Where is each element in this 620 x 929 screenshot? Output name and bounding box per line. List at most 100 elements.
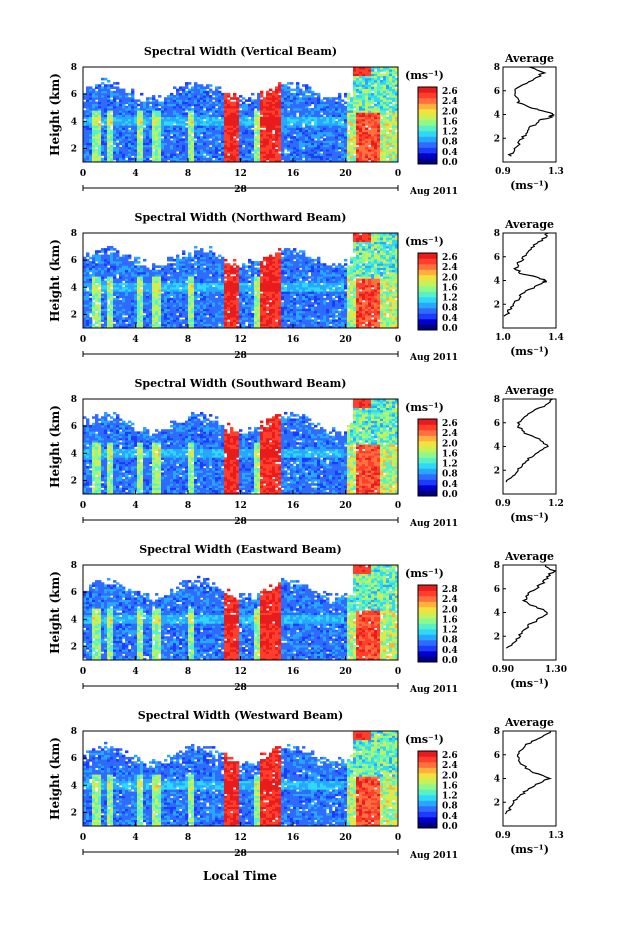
x-tick-label: 20: [339, 667, 352, 677]
colorbar-tick-label: 1.6: [442, 283, 458, 293]
colorbar-swatch: [418, 147, 437, 154]
colorbar-swatch: [418, 773, 437, 779]
x-tick-label: 4: [132, 335, 138, 345]
y-axis-label: Height (km): [48, 571, 62, 654]
colorbar-swatch: [418, 297, 437, 303]
date-label: 28: [234, 351, 247, 361]
colorbar-swatch: [418, 258, 437, 265]
x-tick-label: 0: [80, 169, 86, 179]
colorbar-swatch: [418, 601, 437, 608]
colorbar-swatch: [418, 474, 437, 480]
profile-x-tick-label: 1.0: [495, 333, 511, 343]
profile-y-tick-label: 2: [494, 798, 500, 808]
colorbar-swatch: [418, 435, 437, 442]
y-tick-label: 2: [71, 642, 77, 652]
colorbar-swatch: [418, 286, 437, 292]
x-tick-label: 8: [185, 833, 191, 843]
colorbar-swatch: [418, 457, 437, 464]
colorbar-swatch: [418, 269, 437, 276]
x-tick-label: 0: [395, 169, 401, 179]
colorbar-swatch: [418, 479, 437, 486]
colorbar-swatch: [418, 120, 437, 126]
colorbar-swatch: [418, 767, 437, 774]
colorbar-tick-label: 1.2: [442, 792, 458, 802]
average-profile: Average 2 4 6 8 0.9 1.2 (ms⁻¹): [494, 384, 564, 524]
x-tick-label: 16: [287, 501, 300, 511]
x-tick-label: 12: [234, 169, 247, 179]
profile-line: [503, 232, 549, 317]
average-profile: Average 2 4 6 8 0.9 1.3 (ms⁻¹): [494, 716, 564, 856]
colorbar-swatch: [418, 607, 437, 613]
colorbar-tick-label: 0.8: [442, 304, 458, 314]
colorbar-tick-label: 2.4: [442, 97, 458, 107]
colorbar-swatch: [418, 92, 437, 99]
panel-5: Spectral Width (Westward Beam) 2 4 6 8 Height…: [48, 709, 564, 861]
colorbar-tick-label: 2.6: [442, 751, 458, 761]
colorbar-swatch: [418, 424, 437, 431]
heatmap-cells: [83, 399, 399, 495]
panel-title: Spectral Width (Southward Beam): [134, 377, 346, 390]
colorbar-tick-label: 2.6: [442, 253, 458, 263]
colorbar-swatch: [418, 645, 437, 652]
x-tick-label: 0: [80, 667, 86, 677]
colorbar-tick-label: 0.0: [442, 324, 458, 334]
colorbar-swatch: [418, 280, 437, 287]
colorbar-swatch: [418, 114, 437, 121]
profile-x-label: (ms⁻¹): [510, 179, 549, 192]
colorbar-tick-label: 2.4: [442, 761, 458, 771]
profile-y-tick-label: 8: [494, 727, 500, 737]
profile-y-tick-label: 8: [494, 395, 500, 405]
y-tick-label: 8: [71, 561, 77, 571]
colorbar-tick-label: 1.6: [442, 449, 458, 459]
colorbar-swatch: [418, 811, 437, 818]
colorbar-swatch: [418, 585, 437, 591]
colorbar-swatch: [418, 762, 437, 768]
colorbar-tick-label: 0.0: [442, 158, 458, 168]
colorbar-tick-label: 0.0: [442, 822, 458, 832]
colorbar-tick-label: 1.2: [442, 294, 458, 304]
x-tick-label: 8: [185, 169, 191, 179]
colorbar-tick-label: 0.4: [442, 646, 458, 656]
y-tick-label: 6: [71, 754, 77, 764]
colorbar-swatch: [418, 313, 437, 320]
colorbar-swatch: [418, 253, 437, 259]
y-tick-label: 2: [71, 476, 77, 486]
y-axis-label: Height (km): [48, 239, 62, 322]
x-tick-label: 0: [395, 335, 401, 345]
colorbar-swatch: [418, 153, 437, 159]
month-label: Aug 2011: [409, 519, 458, 529]
colorbar-swatch: [418, 302, 437, 309]
colorbar-swatch: [418, 612, 437, 619]
panel-3: Spectral Width (Southward Beam) 2 4 6 8 Heigh…: [48, 377, 564, 529]
date-label: 28: [234, 849, 247, 859]
profile-y-tick-label: 8: [494, 229, 500, 239]
y-tick-label: 8: [71, 229, 77, 239]
x-tick-label: 4: [132, 833, 138, 843]
y-tick-label: 2: [71, 310, 77, 320]
heatmap-cells: [83, 731, 399, 827]
x-tick-label: 20: [339, 501, 352, 511]
y-tick-label: 4: [71, 615, 77, 625]
month-label: Aug 2011: [409, 187, 458, 197]
profile-title: Average: [504, 716, 554, 729]
x-tick-label: 8: [185, 667, 191, 677]
colorbar-swatch: [418, 264, 437, 270]
heatmap-cells: [83, 565, 399, 661]
colorbar-tick-label: 2.0: [442, 107, 458, 117]
profile-title: Average: [504, 218, 554, 231]
colorbar-tick-label: 2.0: [442, 771, 458, 781]
y-tick-label: 2: [71, 144, 77, 154]
colorbar-swatch: [418, 463, 437, 469]
date-label: 28: [234, 185, 247, 195]
heatmap-cells: [83, 67, 399, 163]
profile-frame: [502, 730, 557, 827]
y-axis-label: Height (km): [48, 737, 62, 820]
profile-x-tick-label: 0.9: [495, 831, 511, 841]
colorbar-swatch: [418, 324, 437, 331]
profile-x-tick-label: 0.90: [492, 665, 514, 675]
profile-x-tick-label: 1.3: [548, 167, 564, 177]
profile-title: Average: [504, 550, 554, 563]
panel-title: Spectral Width (Westward Beam): [138, 709, 343, 722]
x-tick-label: 4: [132, 169, 138, 179]
